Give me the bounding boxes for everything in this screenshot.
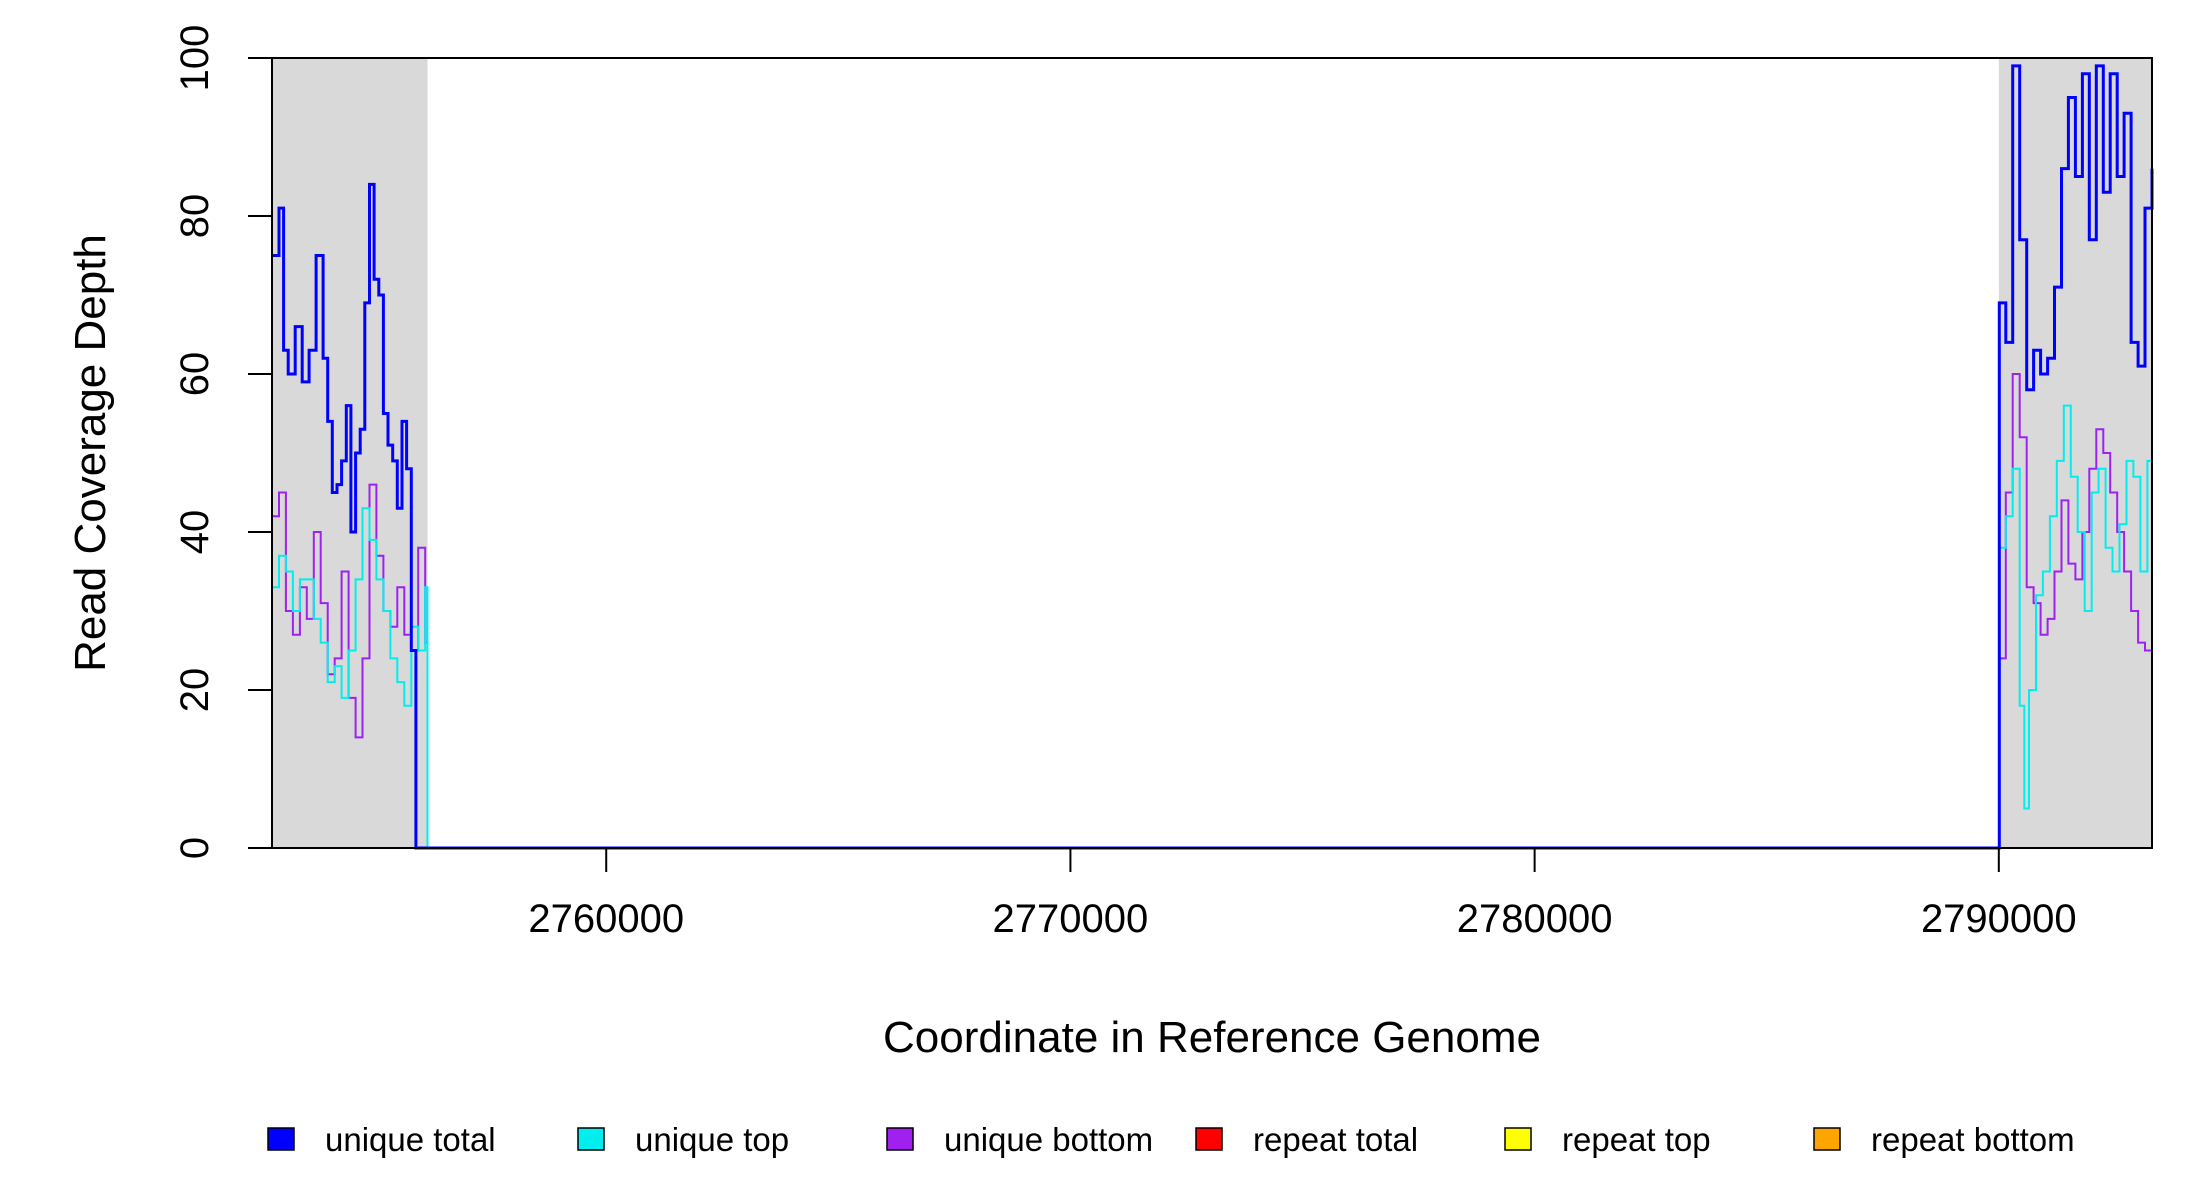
x-axis-title: Coordinate in Reference Genome — [883, 1013, 1541, 1062]
plot-frame — [271, 57, 2153, 849]
y-tick-label: 60 — [173, 352, 217, 397]
x-tick-label: 2780000 — [1457, 897, 1613, 941]
legend-swatch — [1195, 1127, 1223, 1151]
legend-swatch — [886, 1127, 914, 1151]
legend-swatch — [577, 1127, 605, 1151]
y-tick-label: 40 — [173, 510, 217, 555]
legend-swatch — [1813, 1127, 1841, 1151]
y-axis-title: Read Coverage Depth — [66, 234, 115, 672]
legend-label: unique bottom — [944, 1121, 1153, 1158]
legend-swatch — [1504, 1127, 1532, 1151]
y-tick-label: 0 — [173, 837, 217, 859]
legend-label: unique top — [635, 1121, 789, 1158]
legend-item-unique-top: unique top — [577, 1121, 789, 1158]
x-tick-label: 2770000 — [993, 897, 1149, 941]
legend-item-repeat-bottom: repeat bottom — [1813, 1121, 2075, 1158]
y-axis: 0 20 40 60 80 100 — [173, 25, 272, 859]
legend-item-unique-total: unique total — [267, 1121, 496, 1158]
legend-label: unique total — [325, 1121, 496, 1158]
x-axis: 2760000 2770000 2780000 2790000 — [528, 848, 2077, 941]
legend-label: repeat total — [1253, 1121, 1418, 1158]
legend-label: repeat bottom — [1871, 1121, 2075, 1158]
legend-label: repeat top — [1562, 1121, 1711, 1158]
series-line-unique-total — [272, 64, 2154, 850]
y-tick-label: 100 — [173, 25, 217, 92]
legend-swatch — [267, 1127, 295, 1151]
x-tick-label: 2760000 — [528, 897, 684, 941]
y-tick-label: 20 — [173, 668, 217, 713]
legend-item-repeat-total: repeat total — [1195, 1121, 1418, 1158]
legend-item-unique-bottom: unique bottom — [886, 1121, 1153, 1158]
x-tick-label: 2790000 — [1921, 897, 2077, 941]
legend-item-repeat-top: repeat top — [1504, 1121, 1711, 1158]
legend: unique total unique top unique bottom repea… — [267, 1121, 2075, 1158]
y-tick-label: 80 — [173, 194, 217, 239]
